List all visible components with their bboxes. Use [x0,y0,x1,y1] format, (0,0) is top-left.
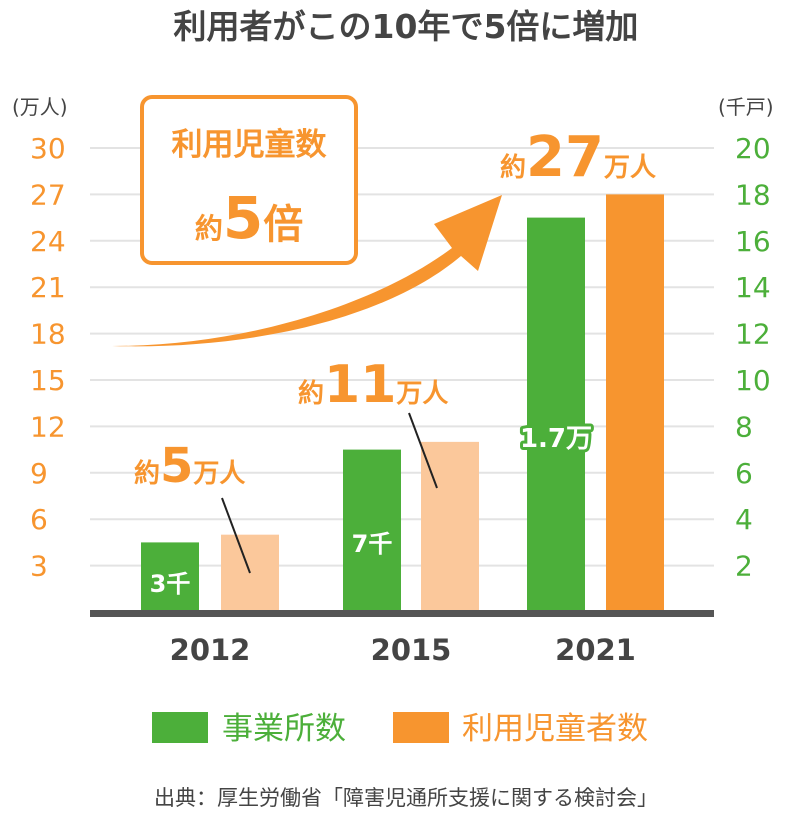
left-tick-label: 30 [30,132,66,165]
left-tick-label: 21 [30,271,66,304]
legend-swatch-jigyosho [152,712,208,743]
x-axis-baseline [90,610,714,617]
growth-box-prefix: 約 [195,212,223,245]
bar-jidou-2021 [606,194,664,612]
growth-box-suffix: 倍 [263,202,303,248]
left-tick-label: 27 [30,178,66,211]
growth-box-number: 5 [223,184,263,252]
growth-box-line1: 利用児童数 [172,127,327,163]
right-tick-label: 16 [735,225,771,258]
right-tick-label: 6 [735,457,753,490]
callout-2021: 約27万人 [500,125,656,190]
right-tick-label: 2 [735,550,753,583]
data-label-jigyosho: 3千 [150,570,191,598]
growth-arrow-shape [112,195,502,347]
callout-pointer-2012 [221,497,251,574]
legend-label-jigyosho: 事業所数 [222,711,346,747]
left-tick-label: 6 [30,503,48,536]
callout-2012: 約5万人 [134,438,245,494]
left-tick-label: 15 [30,364,66,397]
callout-number: 5 [160,438,193,494]
callout-number: 27 [526,125,604,190]
category-label: 2015 [371,633,452,667]
legend-swatch-jidou [393,712,449,743]
right-tick-label: 10 [735,364,771,397]
left-tick-label: 12 [30,410,66,443]
bar-jigyosho-2015 [343,449,401,612]
bar-jigyosho-2012 [141,542,199,612]
callout-unit: 万人 [193,459,245,489]
chart-title: 利用者がこの10年で5倍に増加 [174,7,639,46]
axes: (万人) (千戸) 30 27 24 21 18 15 12 9 6 3 20 18 16 14 12 10 8 6 4… [12,95,774,667]
legend-label-jidou: 利用児童者数 [462,711,648,747]
callout-unit: 万人 [396,379,448,409]
left-tick-label: 3 [30,550,48,583]
callout-prefix: 約 [134,458,160,489]
bar-jigyosho-2021 [527,217,585,612]
callout-prefix: 約 [500,152,526,183]
callout-pointer-2015 [408,412,438,489]
data-label-jigyosho: 1.7万 [520,424,592,454]
category-label: 2021 [555,633,636,667]
right-tick-label: 18 [735,178,771,211]
left-tick-label: 9 [30,457,48,490]
growth-arrow [112,195,502,347]
source-note: 出典：厚生労働省「障害児通所支援に関する検討会」 [154,786,658,810]
callout-unit: 万人 [604,153,656,183]
left-tick-label: 24 [30,225,66,258]
growth-box [140,95,358,265]
callout-2015: 約11万人 [298,355,448,415]
labels: 利用者がこの10年で5倍に増加3千7千1.7万約5万人約11万人約27万人利用児… [134,7,658,810]
category-label: 2012 [170,633,251,667]
left-axis-unit: (万人) [12,95,68,119]
bar-jidou-2012 [221,534,279,612]
right-tick-label: 4 [735,503,753,536]
callout-prefix: 約 [298,378,324,409]
right-axis-unit: (千戸) [718,95,774,119]
right-tick-label: 14 [735,271,771,304]
callout-number: 11 [324,355,396,415]
right-tick-label: 20 [735,132,771,165]
right-tick-label: 8 [735,410,753,443]
data-label-jigyosho: 7千 [352,530,393,558]
growth-box-line2: 約5倍 [195,184,303,252]
bars [141,194,664,612]
right-tick-label: 12 [735,318,771,351]
left-tick-label: 18 [30,318,66,351]
